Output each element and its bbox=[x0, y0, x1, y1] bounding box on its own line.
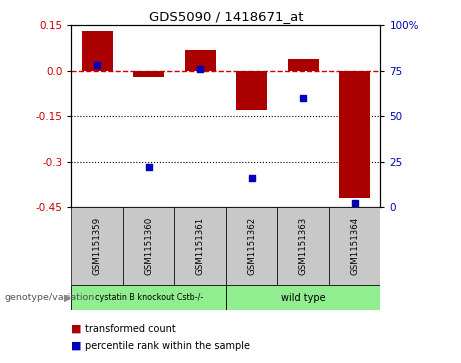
Text: percentile rank within the sample: percentile rank within the sample bbox=[85, 340, 250, 351]
Text: GSM1151364: GSM1151364 bbox=[350, 217, 359, 275]
Point bbox=[300, 95, 307, 101]
FancyBboxPatch shape bbox=[329, 207, 380, 285]
Point bbox=[94, 62, 101, 68]
FancyBboxPatch shape bbox=[174, 207, 226, 285]
Text: GSM1151363: GSM1151363 bbox=[299, 217, 307, 275]
Bar bbox=[82, 32, 112, 71]
Title: GDS5090 / 1418671_at: GDS5090 / 1418671_at bbox=[148, 10, 303, 23]
Text: GSM1151360: GSM1151360 bbox=[144, 217, 153, 275]
Bar bbox=[288, 59, 319, 71]
FancyBboxPatch shape bbox=[278, 207, 329, 285]
Bar bbox=[133, 71, 164, 77]
Text: GSM1151359: GSM1151359 bbox=[93, 217, 102, 275]
FancyBboxPatch shape bbox=[71, 207, 123, 285]
Point bbox=[196, 66, 204, 72]
Bar bbox=[226, 285, 380, 310]
Point bbox=[351, 200, 358, 206]
FancyBboxPatch shape bbox=[123, 207, 174, 285]
Text: GSM1151361: GSM1151361 bbox=[195, 217, 205, 275]
Bar bbox=[236, 71, 267, 110]
Text: ▶: ▶ bbox=[64, 293, 71, 303]
FancyBboxPatch shape bbox=[226, 207, 278, 285]
Text: ■: ■ bbox=[71, 340, 82, 351]
Bar bbox=[71, 285, 226, 310]
Bar bbox=[185, 50, 216, 71]
Point bbox=[145, 164, 152, 170]
Text: genotype/variation: genotype/variation bbox=[5, 293, 95, 302]
Bar bbox=[339, 71, 370, 198]
Text: wild type: wild type bbox=[281, 293, 325, 303]
Text: cystatin B knockout Cstb-/-: cystatin B knockout Cstb-/- bbox=[95, 293, 203, 302]
Text: transformed count: transformed count bbox=[85, 323, 176, 334]
Text: ■: ■ bbox=[71, 323, 82, 334]
Text: GSM1151362: GSM1151362 bbox=[247, 217, 256, 275]
Point bbox=[248, 175, 255, 181]
